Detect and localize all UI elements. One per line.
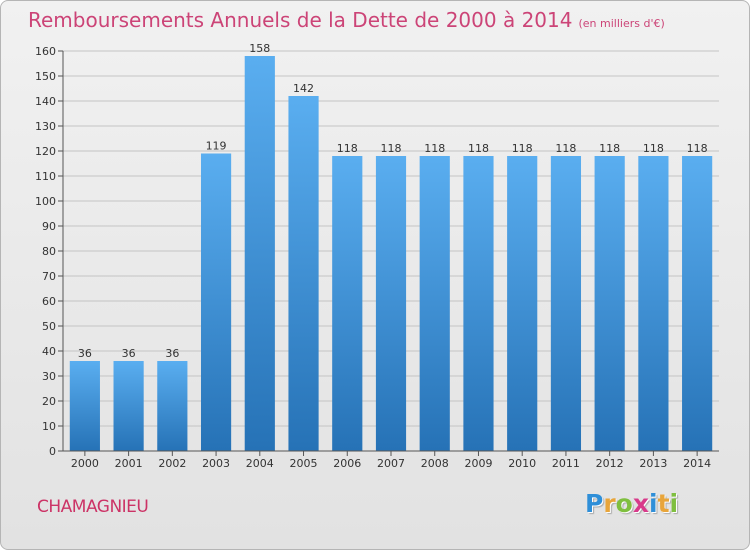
x-tick-label: 2013 — [639, 457, 667, 470]
bar-value-label: 118 — [643, 142, 664, 155]
y-tick-label: 50 — [42, 320, 56, 333]
bar — [638, 156, 669, 451]
y-tick-label: 100 — [35, 195, 56, 208]
x-tick-label: 2008 — [421, 457, 449, 470]
bar — [157, 361, 188, 451]
bar-value-label: 118 — [555, 142, 576, 155]
y-tick-label: 20 — [42, 395, 56, 408]
bar — [244, 56, 275, 451]
logo-letter: P — [585, 489, 604, 518]
x-tick-label: 2004 — [246, 457, 274, 470]
x-axis: 2000 2001 2002 2003 2004 2005 2006 2007 2008 2009… — [63, 450, 719, 470]
bar — [200, 153, 232, 451]
chart-unit: (en milliers d'€) — [578, 17, 665, 30]
y-tick-label: 30 — [42, 370, 56, 383]
y-tick-label: 130 — [35, 120, 56, 133]
bar-value-label: 118 — [599, 142, 620, 155]
logo-letter: o — [615, 489, 633, 518]
logo-letter: r — [603, 489, 616, 518]
bar — [682, 156, 713, 451]
y-tick-label: 150 — [35, 70, 56, 83]
logo-letter: x — [632, 489, 649, 518]
bar-value-label: 118 — [424, 142, 445, 155]
x-tick-label: 2012 — [596, 457, 624, 470]
bar — [550, 156, 582, 451]
x-tick-label: 2003 — [202, 457, 230, 470]
bar — [507, 156, 538, 451]
x-tick-label: 2009 — [464, 457, 492, 470]
bar — [375, 156, 407, 451]
y-tick-label: 40 — [42, 345, 56, 358]
y-tick-label: 0 — [49, 445, 56, 458]
proxiti-logo: Proxiti — [585, 489, 678, 518]
x-tick-label: 2014 — [683, 457, 711, 470]
bar-value-label: 36 — [78, 347, 92, 360]
y-tick-label: 70 — [42, 270, 56, 283]
y-tick-label: 160 — [35, 45, 56, 58]
bar-value-label: 118 — [468, 142, 489, 155]
y-tick-label: 120 — [35, 145, 56, 158]
y-axis: 0 10 20 30 40 50 60 70 80 90 100 110 120 130 140 150 160 — [35, 45, 64, 458]
y-tick-label: 110 — [35, 170, 56, 183]
logo-letter: i — [669, 489, 679, 518]
bar-value-label: 36 — [122, 347, 136, 360]
chart-title-text: Remboursements Annuels de la Dette de 20… — [28, 8, 573, 32]
x-tick-label: 2011 — [552, 457, 580, 470]
bar-value-label: 119 — [206, 140, 227, 153]
bar-value-label: 158 — [249, 42, 270, 55]
chart-title: Remboursements Annuels de la Dette de 20… — [28, 8, 665, 32]
bar — [288, 96, 319, 451]
bar — [332, 156, 363, 451]
x-tick-label: 2006 — [333, 457, 361, 470]
bar — [419, 156, 450, 451]
bar-value-label: 118 — [337, 142, 358, 155]
bar-value-label: 142 — [293, 82, 314, 95]
x-tick-label: 2010 — [508, 457, 536, 470]
bar — [113, 361, 144, 451]
bar-value-label: 118 — [512, 142, 533, 155]
bars: 36 36 36 119 158 142 118 118 118 118 118 118 118 118 1… — [69, 42, 713, 451]
x-tick-label: 2002 — [158, 457, 186, 470]
bar-value-label: 118 — [687, 142, 708, 155]
x-tick-label: 2001 — [115, 457, 143, 470]
commune-name: CHAMAGNIEU — [37, 497, 149, 517]
x-tick-label: 2005 — [290, 457, 318, 470]
y-tick-label: 140 — [35, 95, 56, 108]
bar — [69, 361, 100, 451]
bar-value-label: 118 — [381, 142, 402, 155]
y-tick-label: 60 — [42, 295, 56, 308]
y-tick-label: 80 — [42, 245, 56, 258]
bar-value-label: 36 — [165, 347, 179, 360]
y-tick-label: 10 — [42, 420, 56, 433]
logo-letter: i — [649, 489, 658, 518]
bar — [594, 156, 625, 451]
bar — [463, 156, 494, 451]
x-tick-label: 2007 — [377, 457, 405, 470]
x-tick-label: 2000 — [71, 457, 99, 470]
logo-letter: t — [657, 489, 670, 518]
y-tick-label: 90 — [42, 220, 56, 233]
